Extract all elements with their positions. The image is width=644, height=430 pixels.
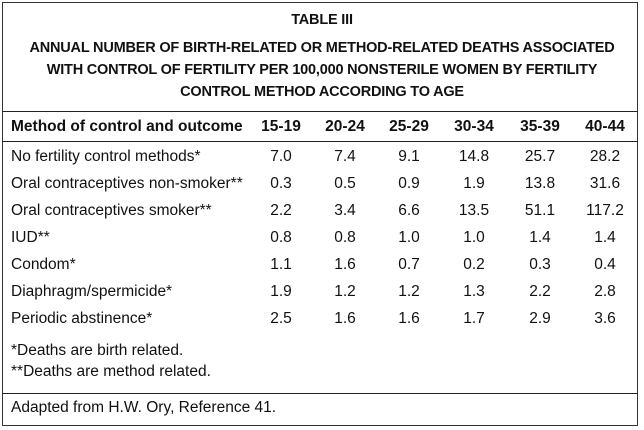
row-value: 2.5	[270, 310, 292, 327]
row-value: 13.8	[524, 175, 556, 192]
row-value: 9.1	[398, 148, 420, 165]
row-method: Oral contraceptives smoker**	[11, 202, 212, 219]
row-value: 28.2	[589, 148, 621, 165]
row-value: 2.2	[270, 202, 292, 219]
row-value: 1.9	[463, 175, 485, 192]
row-method: Oral contraceptives non-smoker**	[11, 175, 243, 192]
row-value: 0.2	[463, 256, 485, 273]
row-value: 1.0	[398, 229, 420, 246]
row-value: 1.6	[334, 310, 356, 327]
row-value: 3.6	[594, 310, 616, 327]
source-note: Adapted from H.W. Ory, Reference 41.	[11, 399, 277, 416]
row-method: Diaphragm/spermicide*	[11, 283, 173, 300]
row-value: 0.3	[270, 175, 292, 192]
row-value: 25.7	[524, 148, 556, 165]
footnote: *Deaths are birth related.	[11, 342, 184, 359]
row-value: 1.1	[270, 256, 292, 273]
source-rule	[2, 393, 638, 394]
table-row: Oral contraceptives non-smoker** 0.3 0.5…	[0, 172, 644, 196]
table-top-rule	[2, 111, 638, 112]
table-row: Periodic abstinence* 2.5 1.6 1.6 1.7 2.9…	[0, 307, 644, 331]
table-frame	[2, 2, 638, 426]
column-header-age: 20-24	[325, 118, 365, 135]
table-row: Condom* 1.1 1.6 0.7 0.2 0.3 0.4	[0, 253, 644, 277]
row-value: 2.8	[594, 283, 616, 300]
row-value: 0.7	[398, 256, 420, 273]
row-value: 1.2	[398, 283, 420, 300]
column-header-age: 25-29	[389, 118, 429, 135]
table-row: Diaphragm/spermicide* 1.9 1.2 1.2 1.3 2.…	[0, 280, 644, 304]
row-method: Periodic abstinence*	[11, 310, 153, 327]
table-header-row: Method of control and outcome 15-19 20-2…	[0, 115, 644, 139]
row-value: 1.0	[463, 229, 485, 246]
row-value: 14.8	[458, 148, 490, 165]
footnote: **Deaths are method related.	[11, 363, 211, 380]
table-title-line: ANNUAL NUMBER OF BIRTH-RELATED OR METHOD…	[29, 40, 615, 56]
column-header-age: 30-34	[454, 118, 494, 135]
row-method: No fertility control methods*	[11, 148, 201, 165]
row-value: 0.9	[398, 175, 420, 192]
row-value: 0.5	[334, 175, 356, 192]
row-value: 7.4	[334, 148, 356, 165]
row-value: 7.0	[270, 148, 292, 165]
table-row: Oral contraceptives smoker** 2.2 3.4 6.6…	[0, 199, 644, 223]
column-header-method: Method of control and outcome	[11, 118, 243, 135]
row-method: Condom*	[11, 256, 76, 273]
row-value: 31.6	[589, 175, 621, 192]
table-label: TABLE III	[291, 12, 353, 28]
row-value: 1.7	[463, 310, 485, 327]
row-value: 1.9	[270, 283, 292, 300]
row-value: 0.8	[334, 229, 356, 246]
column-header-age: 40-44	[585, 118, 625, 135]
row-value: 0.4	[594, 256, 616, 273]
column-header-age: 35-39	[520, 118, 560, 135]
table-row: IUD** 0.8 0.8 1.0 1.0 1.4 1.4	[0, 226, 644, 250]
row-method: IUD**	[11, 229, 50, 246]
row-value: 3.4	[334, 202, 356, 219]
row-value: 6.6	[398, 202, 420, 219]
row-value: 1.4	[529, 229, 551, 246]
header-rule	[2, 141, 638, 142]
row-value: 1.3	[463, 283, 485, 300]
row-value: 2.2	[529, 283, 551, 300]
table-title-line: WITH CONTROL OF FERTILITY PER 100,000 NO…	[46, 62, 598, 78]
row-value: 51.1	[524, 202, 556, 219]
row-value: 0.8	[270, 229, 292, 246]
column-header-age: 15-19	[261, 118, 301, 135]
table-row: No fertility control methods* 7.0 7.4 9.…	[0, 145, 644, 169]
row-value: 1.6	[398, 310, 420, 327]
table-title-line: CONTROL METHOD ACCORDING TO AGE	[180, 84, 464, 100]
row-value: 1.6	[334, 256, 356, 273]
row-value: 117.2	[586, 202, 624, 219]
row-value: 13.5	[458, 202, 490, 219]
row-value: 2.9	[529, 310, 551, 327]
row-value: 1.4	[594, 229, 616, 246]
row-value: 1.2	[334, 283, 356, 300]
row-value: 0.3	[529, 256, 551, 273]
